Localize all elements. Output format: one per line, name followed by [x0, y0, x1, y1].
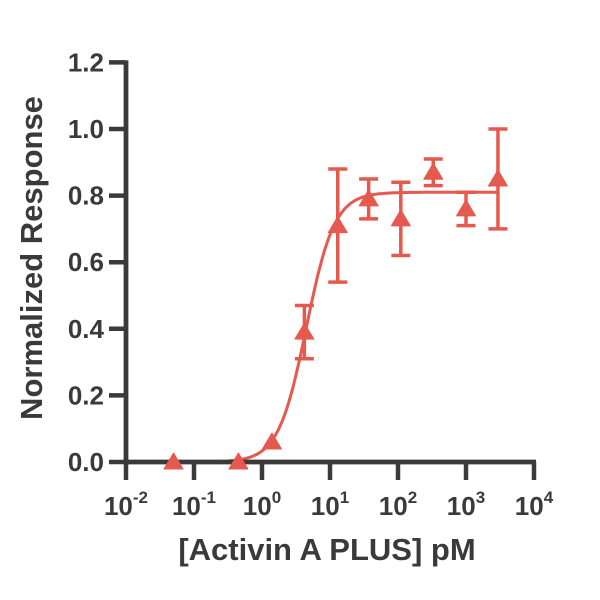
- data-point-triangle: [390, 209, 411, 227]
- x-tick-label: 104: [515, 488, 554, 521]
- y-tick-label: 0.4: [68, 314, 105, 344]
- y-tick-labels: 0.0 0.2 0.4 0.6 0.8 1.0 1.2: [68, 47, 105, 477]
- y-tick-label: 0.8: [68, 181, 104, 211]
- data-point-triangle: [358, 189, 379, 207]
- data-point-triangle: [456, 199, 476, 217]
- data-points-layer: [163, 162, 508, 470]
- data-point-triangle: [294, 322, 315, 340]
- y-tick-label: 1.0: [68, 114, 104, 144]
- axes-layer: [109, 60, 537, 480]
- y-tick-label: 0.6: [68, 247, 104, 277]
- y-tick-label: 1.2: [68, 47, 104, 77]
- x-tick-label: 101: [311, 488, 349, 521]
- fit-curve-layer: [211, 190, 498, 464]
- x-tick-label: 103: [447, 488, 485, 521]
- y-axis-title: Normalized Response: [14, 96, 49, 420]
- x-tick-labels: 10-2 10-1 100 101 102 103 104: [104, 488, 554, 521]
- x-tick-label: 100: [243, 488, 281, 521]
- data-point-triangle: [487, 169, 508, 187]
- fit-curve: [211, 190, 498, 464]
- y-tick-label: 0.0: [68, 447, 104, 477]
- data-point-triangle: [423, 162, 444, 180]
- data-point-triangle: [261, 432, 282, 450]
- y-tick-label: 0.2: [68, 380, 104, 410]
- x-axis-title: [Activin A PLUS] pM: [178, 532, 475, 567]
- x-tick-label: 10-1: [172, 488, 216, 521]
- data-point-triangle: [327, 216, 348, 234]
- x-tick-label: 10-2: [104, 488, 148, 521]
- data-point-triangle: [163, 452, 184, 470]
- x-tick-label: 102: [379, 488, 417, 521]
- data-point-triangle: [228, 452, 249, 470]
